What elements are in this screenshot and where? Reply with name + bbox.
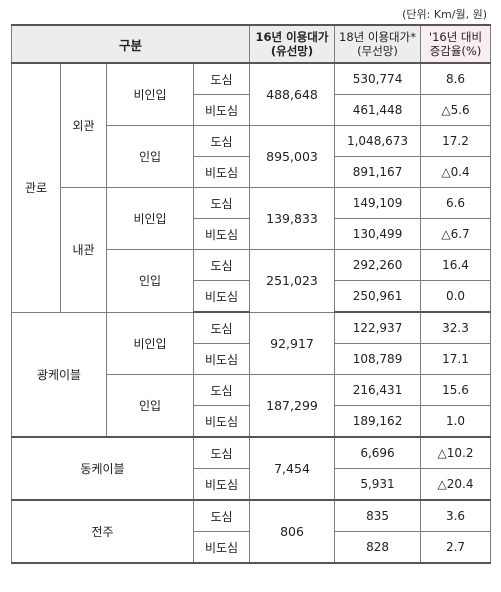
value-16: 251,023 xyxy=(249,249,336,313)
type-inip: 인입 xyxy=(106,125,194,188)
table-row: 광케이블 비인입 도심 92,917 122,937 32.3 xyxy=(11,311,492,438)
header-pct-line2: 증감율(%) xyxy=(429,44,482,58)
table-row: 관로 외관 비인입 도심 488,648 530,774 8.6 xyxy=(11,62,492,313)
type-inip: 인입 xyxy=(106,249,194,313)
change-rate: △10.2 xyxy=(420,436,492,469)
value-18: 250,961 xyxy=(334,280,422,313)
area-dosim: 도심 xyxy=(192,62,251,95)
value-18: 108,789 xyxy=(334,343,422,375)
value-18: 5,931 xyxy=(334,468,422,501)
value-18: 891,167 xyxy=(334,156,422,188)
value-18: 461,448 xyxy=(334,94,422,126)
change-rate: 1.0 xyxy=(420,405,492,438)
area-bidosim: 비도심 xyxy=(192,531,251,564)
table-row: 비도심 130,499 △6.7 xyxy=(12,218,492,250)
type-biinip: 비인입 xyxy=(106,62,194,126)
header-pct-line1: '16년 대비 xyxy=(428,30,483,44)
value-16: 895,003 xyxy=(249,125,336,188)
change-rate: 16.4 xyxy=(420,249,492,281)
value-16: 806 xyxy=(249,499,336,564)
area-bidosim: 비도심 xyxy=(192,94,251,126)
area-dosim: 도심 xyxy=(192,125,251,157)
value-18: 835 xyxy=(334,499,422,532)
value-16: 488,648 xyxy=(249,62,336,126)
change-rate: △6.7 xyxy=(420,218,492,250)
value-18: 292,260 xyxy=(334,249,422,281)
header-18-line1: 18년 이용대가* xyxy=(339,30,416,44)
type-biinip: 비인입 xyxy=(106,311,194,375)
change-rate: 0.0 xyxy=(420,280,492,313)
header-16-line2: (유선망) xyxy=(270,44,314,58)
change-rate: 6.6 xyxy=(420,187,492,219)
sub-oegwan: 외관 xyxy=(60,62,107,188)
table-row: 비도심 5,931 △20.4 xyxy=(12,468,492,501)
change-rate: 32.3 xyxy=(420,311,492,344)
value-18: 1,048,673 xyxy=(334,125,422,157)
area-bidosim: 비도심 xyxy=(192,405,251,438)
value-16: 187,299 xyxy=(249,374,336,438)
area-dosim: 도심 xyxy=(192,187,251,219)
area-bidosim: 비도심 xyxy=(192,343,251,375)
table-row: 비도심 891,167 △0.4 xyxy=(12,156,492,188)
table-row: 비도심 461,448 △5.6 xyxy=(12,94,492,126)
value-18: 149,109 xyxy=(334,187,422,219)
type-inip: 인입 xyxy=(106,374,194,438)
change-rate: 15.6 xyxy=(420,374,492,406)
table-row: 전주 도심 806 835 3.6 xyxy=(11,499,492,564)
header-16-price: 16년 이용대가 (유선망) xyxy=(249,24,336,64)
table-row: 비도심 108,789 17.1 xyxy=(12,343,492,375)
value-18: 122,937 xyxy=(334,311,422,344)
area-bidosim: 비도심 xyxy=(192,468,251,501)
value-16: 92,917 xyxy=(249,311,336,375)
change-rate: △5.6 xyxy=(420,94,492,126)
table-row: 비도심 828 2.7 xyxy=(12,531,492,564)
change-rate: 17.2 xyxy=(420,125,492,157)
area-dosim: 도심 xyxy=(192,249,251,281)
rate-table: 구분 16년 이용대가 (유선망) 18년 이용대가* (무선망) '16년 대… xyxy=(10,24,492,564)
change-rate: 3.6 xyxy=(420,499,492,532)
change-rate: 2.7 xyxy=(420,531,492,564)
group-gwanro: 관로 xyxy=(11,62,61,313)
area-dosim: 도심 xyxy=(192,499,251,532)
change-rate: △0.4 xyxy=(420,156,492,188)
area-dosim: 도심 xyxy=(192,374,251,406)
area-dosim: 도심 xyxy=(192,311,251,344)
value-18: 130,499 xyxy=(334,218,422,250)
change-rate: 8.6 xyxy=(420,62,492,95)
table-row: 내관 비인입 도심 139,833 149,109 6.6 xyxy=(12,187,492,313)
unit-note: (단위: Km/월, 원) xyxy=(402,8,487,21)
type-biinip: 비인입 xyxy=(106,187,194,250)
group-gwang: 광케이블 xyxy=(11,311,107,438)
group-dong: 동케이블 xyxy=(11,436,194,501)
value-18: 6,696 xyxy=(334,436,422,469)
change-rate: 17.1 xyxy=(420,343,492,375)
header-category: 구분 xyxy=(10,24,251,64)
area-bidosim: 비도심 xyxy=(192,280,251,313)
area-bidosim: 비도심 xyxy=(192,156,251,188)
value-18: 530,774 xyxy=(334,62,422,95)
header-change-rate: '16년 대비 증감율(%) xyxy=(420,24,492,64)
header-18-price: 18년 이용대가* (무선망) xyxy=(334,24,422,64)
value-18: 828 xyxy=(334,531,422,564)
value-18: 189,162 xyxy=(334,405,422,438)
area-bidosim: 비도심 xyxy=(192,218,251,250)
header-row: 구분 16년 이용대가 (유선망) 18년 이용대가* (무선망) '16년 대… xyxy=(10,24,492,64)
change-rate: △20.4 xyxy=(420,468,492,501)
table-row: 비도심 250,961 0.0 xyxy=(12,280,492,313)
value-16: 7,454 xyxy=(249,436,336,501)
sub-naegwan: 내관 xyxy=(60,187,107,313)
value-16: 139,833 xyxy=(249,187,336,250)
header-18-line2: (무선망) xyxy=(357,44,398,58)
group-jeonju: 전주 xyxy=(11,499,194,564)
table-row: 인입 도심 895,003 1,048,673 17.2 xyxy=(12,125,492,188)
table-row: 동케이블 도심 7,454 6,696 △10.2 xyxy=(11,436,492,501)
table-row: 비도심 189,162 1.0 xyxy=(12,405,492,438)
table-row: 인입 도심 251,023 292,260 16.4 xyxy=(12,249,492,313)
area-dosim: 도심 xyxy=(192,436,251,469)
value-18: 216,431 xyxy=(334,374,422,406)
table-row: 인입 도심 187,299 216,431 15.6 xyxy=(12,374,492,438)
header-16-line1: 16년 이용대가 xyxy=(255,30,329,44)
